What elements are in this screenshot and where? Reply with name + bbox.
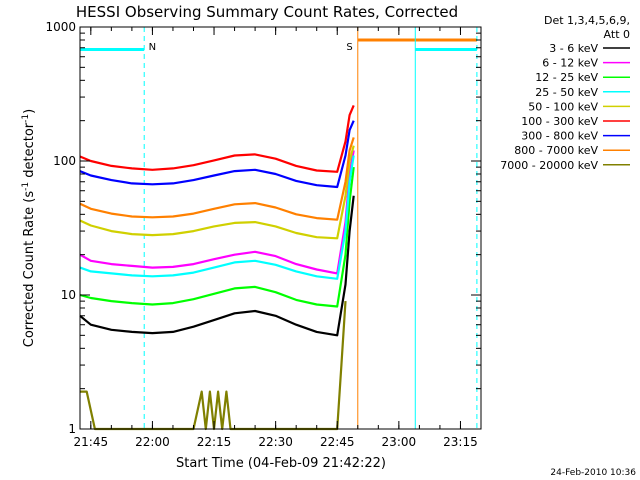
series-line-0 [79, 195, 355, 337]
footer-timestamp: 24-Feb-2010 10:36 [550, 468, 636, 478]
legend-label-3: 25 - 50 keV [535, 86, 598, 99]
series-layer [79, 104, 355, 431]
y-axis-label-close: ) [22, 109, 37, 114]
y-tick-label-2: 100 [53, 154, 76, 168]
y-axis-label-main: Corrected Count Rate (s [22, 191, 37, 348]
legend: Det 1,3,4,5,6,9, Att 0 3 - 6 keV 6 - 12 k… [500, 14, 630, 172]
y-tick-label-0: 1 [68, 422, 76, 436]
legend-label-8: 7000 - 20000 keV [500, 159, 598, 172]
y-tick-label-3: 1000 [45, 20, 76, 34]
x-tick-label-0: 21:45 [74, 435, 109, 449]
y-axis-label-end: detector [22, 122, 37, 182]
x-tick-label-1: 22:00 [135, 435, 170, 449]
y-axis-label-end-sup: -1 [21, 114, 31, 123]
x-tick-label-5: 23:00 [382, 435, 417, 449]
y-axis-label: Corrected Count Rate (s-1 detector-1) [21, 109, 37, 347]
legend-label-6: 300 - 800 keV [521, 130, 598, 143]
legend-title-line2: Att 0 [604, 28, 630, 41]
series-line-6 [79, 120, 355, 189]
x-tick-label-6: 23:15 [443, 435, 478, 449]
series-line-5 [79, 104, 355, 173]
legend-label-5: 100 - 300 keV [521, 115, 598, 128]
series-line-1 [79, 150, 355, 275]
x-tick-label-2: 22:15 [197, 435, 232, 449]
x-tick-label-4: 22:45 [320, 435, 355, 449]
legend-label-4: 50 - 100 keV [528, 100, 598, 113]
y-tick-label-1: 10 [61, 288, 76, 302]
flag-label-0: N [149, 42, 156, 53]
legend-label-1: 6 - 12 keV [542, 57, 598, 70]
series-line-7 [79, 137, 355, 221]
legend-label-2: 12 - 25 keV [535, 71, 598, 84]
series-line-2 [79, 166, 355, 308]
series-line-4 [79, 145, 355, 240]
legend-label-0: 3 - 6 keV [549, 42, 598, 55]
chart-title: HESSI Observing Summary Count Rates, Cor… [76, 3, 458, 21]
legend-label-7: 800 - 7000 keV [514, 144, 598, 157]
plot-frame [79, 26, 482, 430]
legend-title-line1: Det 1,3,4,5,6,9, [544, 14, 630, 27]
flag-label-1: S [346, 42, 352, 53]
x-axis-label: Start Time (04-Feb-09 21:42:22) [176, 456, 386, 471]
ticks-layer: 21:45 22:00 22:15 22:30 22:45 23:00 23:15 1 10 10… [45, 20, 482, 449]
y-axis-label-sup: -1 [21, 182, 31, 191]
series-line-3 [79, 155, 355, 280]
x-tick-label-3: 22:30 [258, 435, 293, 449]
